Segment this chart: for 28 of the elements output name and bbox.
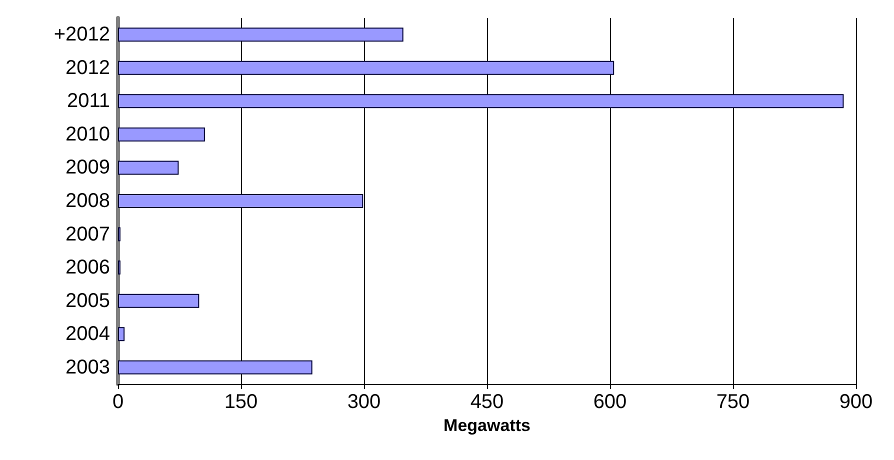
x-tick-label: 750	[716, 391, 750, 413]
x-axis-title: Megawatts	[444, 416, 530, 435]
y-tick-label: 2010	[66, 123, 110, 146]
x-tick-label: 300	[347, 391, 381, 413]
bar	[118, 194, 364, 208]
y-tick-label: 2012	[66, 56, 110, 79]
y-tick-label: 2011	[66, 90, 110, 112]
bar	[118, 327, 125, 342]
bar	[118, 60, 614, 75]
bar	[118, 360, 312, 374]
y-tick-label: 2005	[66, 290, 110, 312]
y-tick-label: 2004	[66, 323, 110, 346]
y-tick-label: 2003	[66, 356, 110, 378]
x-tick-label: 900	[839, 391, 873, 413]
x-tick-label: 450	[470, 391, 504, 413]
x-tick-label: 150	[224, 391, 258, 413]
y-tick-label: 2006	[66, 256, 110, 279]
y-tick-label: 2008	[66, 190, 110, 212]
y-tick-label: 2007	[66, 223, 110, 246]
bar	[118, 127, 205, 142]
bar	[118, 160, 179, 175]
bar	[118, 94, 844, 108]
y-tick-label: 2009	[66, 156, 110, 179]
bar	[118, 28, 404, 42]
bar	[118, 294, 200, 308]
x-tick-label: 0	[112, 391, 124, 413]
x-tick-label: 600	[593, 391, 627, 413]
y-tick-label: +2012	[54, 24, 110, 46]
